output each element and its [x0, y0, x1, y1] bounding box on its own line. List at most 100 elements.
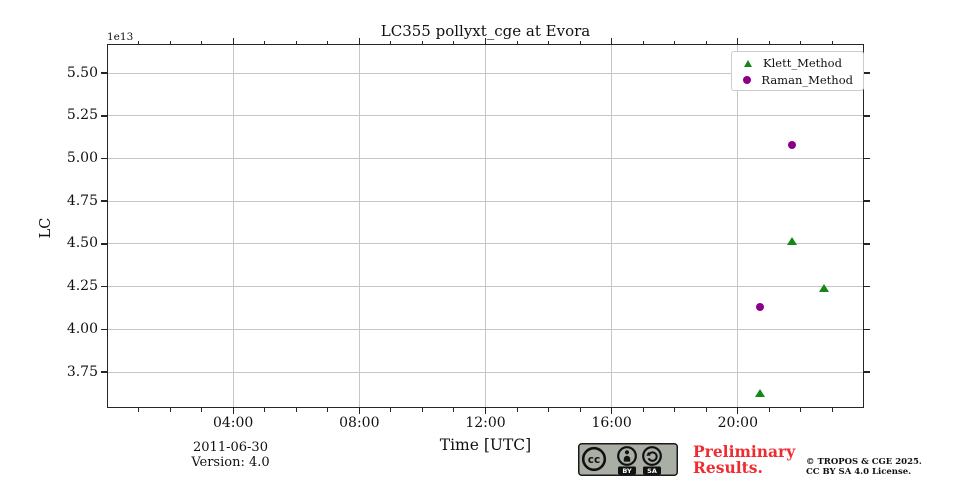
plot-area — [107, 44, 864, 408]
y-major-tick-right — [864, 72, 870, 74]
data-point-raman — [787, 140, 796, 149]
cc-license-badge: cc BY SA — [578, 443, 678, 476]
copyright-note: © TROPOS & CGE 2025. CC BY SA 4.0 Licens… — [806, 457, 922, 477]
data-point-klett — [818, 284, 829, 293]
x-minor-tick-top — [800, 40, 802, 44]
x-minor-tick-top — [421, 40, 423, 44]
version-label: Version: 4.0 — [191, 455, 270, 470]
x-minor-tick — [327, 408, 329, 412]
y-tick-label: 4.75 — [66, 192, 98, 209]
x-minor-tick-top — [516, 40, 518, 44]
x-tick-label: 16:00 — [591, 415, 632, 431]
x-minor-tick — [548, 408, 550, 412]
x-minor-tick — [295, 408, 297, 412]
legend-triangle-marker — [742, 59, 754, 67]
y-major-tick-right — [864, 114, 870, 117]
data-point-klett — [754, 388, 765, 397]
cc-icon: cc — [581, 446, 607, 472]
y-major-tick-right — [864, 157, 870, 160]
preliminary-line1: Preliminary — [693, 442, 796, 461]
x-major-tick-top — [737, 38, 739, 44]
legend-label: Klett_Method — [763, 56, 842, 70]
x-gridline — [737, 44, 739, 408]
x-gridline — [485, 44, 486, 408]
x-minor-tick — [705, 408, 707, 412]
x-minor-tick — [800, 408, 802, 412]
legend: Klett_Method Raman_Method — [731, 51, 864, 91]
x-major-tick-top — [611, 38, 613, 44]
y-major-tick — [101, 328, 107, 331]
x-minor-tick — [390, 408, 392, 412]
legend-label: Raman_Method — [761, 73, 853, 87]
x-minor-tick-top — [831, 40, 833, 44]
x-tick-label: 12:00 — [465, 415, 506, 431]
x-tick-label: 08:00 — [339, 415, 380, 431]
x-minor-tick — [264, 408, 266, 412]
x-gridline — [358, 44, 360, 408]
x-minor-tick — [642, 408, 644, 412]
x-axis-label: Time [UTC] — [439, 436, 532, 454]
x-minor-tick-top — [705, 40, 707, 44]
y-major-tick — [101, 285, 107, 288]
circle-marker-icon — [743, 76, 752, 84]
y-major-tick — [101, 114, 107, 117]
x-minor-tick-top — [548, 40, 550, 44]
x-minor-tick-top — [453, 40, 455, 44]
x-minor-tick — [421, 408, 423, 412]
x-minor-tick — [831, 408, 833, 412]
x-major-tick-top — [484, 38, 487, 44]
x-major-tick — [358, 408, 360, 414]
legend-entry: Raman_Method — [732, 73, 863, 87]
y-major-tick-right — [864, 285, 870, 288]
y-tick-label: 4.50 — [66, 235, 98, 252]
y-tick-label: 5.50 — [66, 64, 98, 81]
copyright-line1: © TROPOS & CGE 2025. — [806, 457, 922, 467]
date-label: 2011-06-30 — [193, 440, 268, 455]
x-minor-tick-top — [579, 40, 581, 44]
y-major-tick — [101, 157, 107, 160]
x-minor-tick — [201, 408, 203, 412]
y-major-tick-right — [864, 371, 870, 373]
x-gridline — [611, 44, 613, 408]
x-minor-tick — [138, 408, 140, 412]
copyright-line2: CC BY SA 4.0 License. — [806, 467, 912, 477]
chart-title: LC355 pollyxt_cge at Evora — [380, 22, 591, 40]
svg-text:SA: SA — [647, 467, 657, 475]
x-tick-label: 04:00 — [212, 415, 254, 431]
x-minor-tick-top — [390, 40, 392, 44]
x-major-tick — [611, 408, 613, 414]
x-minor-tick-top — [201, 40, 203, 44]
sa-icon: SA — [642, 446, 662, 475]
x-major-tick — [737, 408, 739, 414]
y-tick-label: 3.75 — [66, 363, 98, 380]
x-major-tick — [232, 408, 234, 414]
date-version-block: 2011-06-30 Version: 4.0 — [158, 440, 303, 470]
triangle-marker-icon — [744, 59, 752, 67]
x-minor-tick — [768, 408, 770, 412]
x-minor-tick-top — [138, 40, 140, 44]
y-major-tick — [101, 200, 107, 202]
legend-circle-marker — [742, 76, 752, 84]
x-minor-tick-top — [327, 40, 329, 44]
preliminary-line2: Results. — [693, 458, 763, 477]
x-minor-tick — [674, 408, 676, 412]
x-minor-tick-top — [642, 40, 644, 44]
y-major-tick-right — [864, 200, 870, 202]
x-minor-tick-top — [264, 40, 266, 44]
preliminary-note: Preliminary Results. — [693, 444, 795, 476]
y-tick-label: 4.00 — [66, 320, 98, 337]
svg-text:BY: BY — [622, 467, 632, 475]
x-minor-tick — [169, 408, 171, 412]
legend-entry: Klett_Method — [732, 56, 863, 70]
x-minor-tick — [453, 408, 455, 412]
x-major-tick-top — [358, 38, 360, 44]
x-major-tick-top — [232, 38, 234, 44]
y-major-tick-right — [864, 328, 870, 331]
y-major-tick-right — [864, 243, 870, 245]
y-axis-offset-label: 1e13 — [107, 31, 134, 43]
by-icon: BY — [617, 446, 637, 475]
x-major-tick — [484, 408, 487, 414]
x-minor-tick-top — [674, 40, 676, 44]
y-major-tick — [101, 371, 107, 373]
